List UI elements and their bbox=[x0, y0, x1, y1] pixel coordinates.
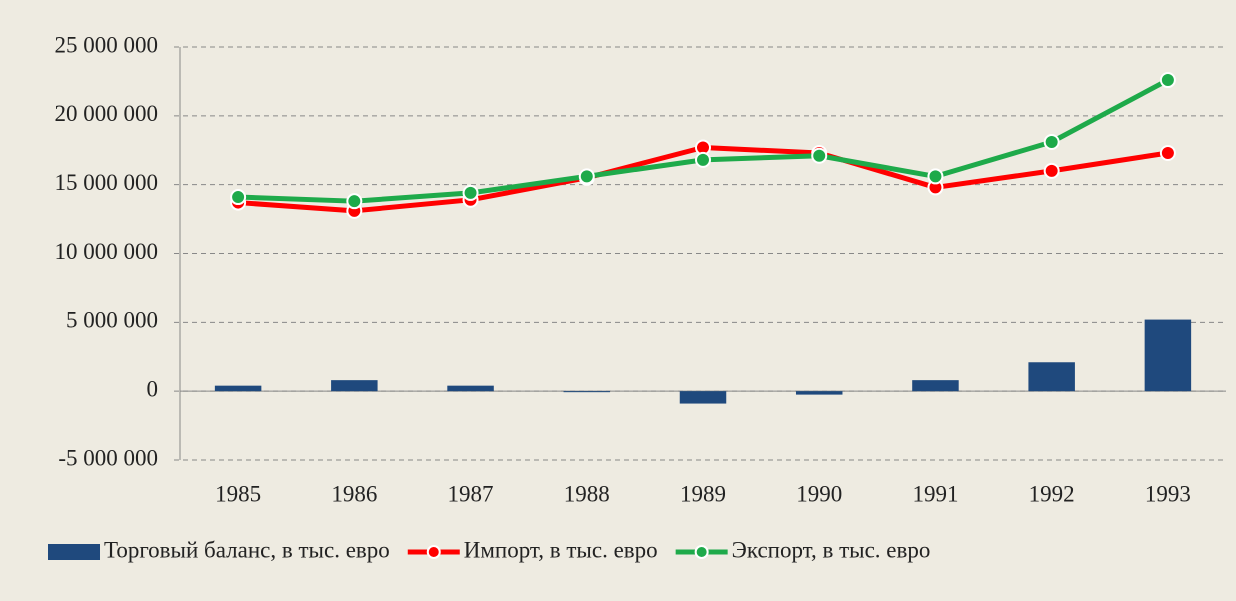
bar bbox=[912, 380, 959, 392]
bar bbox=[214, 385, 262, 392]
x-tick-label: 1989 bbox=[680, 481, 726, 506]
marker bbox=[578, 168, 595, 185]
legend-swatch bbox=[48, 544, 100, 560]
marker bbox=[230, 189, 247, 206]
bar bbox=[1144, 319, 1192, 392]
x-tick-label: 1986 bbox=[331, 481, 377, 506]
marker bbox=[1159, 145, 1176, 162]
bar bbox=[795, 391, 843, 395]
y-tick-label: 5 000 000 bbox=[66, 308, 158, 333]
y-tick-label: 25 000 000 bbox=[55, 32, 159, 57]
legend-label: Торговый баланс, в тыс. евро bbox=[104, 537, 390, 562]
marker bbox=[346, 193, 363, 210]
marker bbox=[1043, 133, 1060, 150]
marker bbox=[695, 151, 711, 168]
y-tick-label: 20 000 000 bbox=[55, 101, 159, 126]
bar bbox=[563, 391, 611, 393]
legend-label: Экспорт, в тыс. евро bbox=[732, 537, 931, 562]
marker bbox=[462, 184, 479, 201]
y-tick-label: 0 bbox=[147, 376, 159, 401]
y-tick-label: 10 000 000 bbox=[55, 239, 159, 264]
x-tick-label: 1991 bbox=[912, 481, 958, 506]
legend-marker bbox=[694, 545, 709, 559]
marker bbox=[1043, 162, 1060, 179]
marker bbox=[927, 168, 944, 185]
y-tick-label: -5 000 000 bbox=[58, 445, 158, 470]
marker bbox=[1159, 72, 1176, 89]
marker bbox=[811, 147, 828, 164]
legend-label: Импорт, в тыс. евро bbox=[464, 537, 658, 562]
x-tick-label: 1987 bbox=[448, 481, 494, 506]
x-tick-label: 1988 bbox=[564, 481, 610, 506]
bar bbox=[447, 385, 494, 392]
legend-marker bbox=[426, 545, 441, 559]
bar bbox=[331, 380, 378, 392]
x-tick-label: 1985 bbox=[215, 481, 261, 506]
x-tick-label: 1990 bbox=[796, 481, 842, 506]
bar bbox=[679, 391, 727, 404]
y-tick-label: 15 000 000 bbox=[55, 170, 159, 195]
x-tick-label: 1992 bbox=[1029, 481, 1075, 506]
bar bbox=[1028, 362, 1075, 392]
x-tick-label: 1993 bbox=[1145, 481, 1191, 506]
